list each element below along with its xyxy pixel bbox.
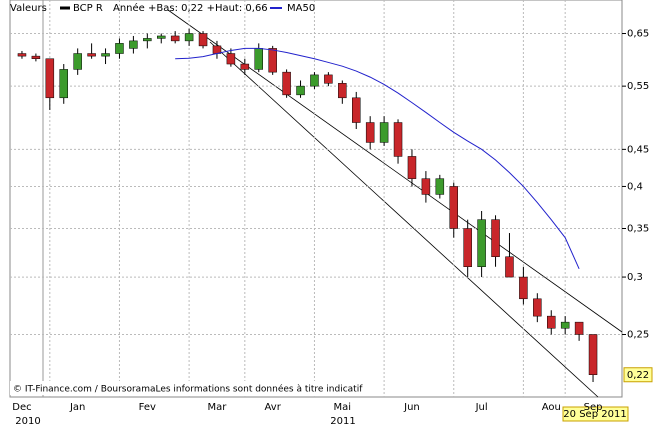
candle-body xyxy=(143,38,152,42)
candle-body xyxy=(407,156,417,179)
candle-body xyxy=(101,53,110,57)
x-tick-label: Sep xyxy=(584,402,603,413)
last-value-label: 0,22 xyxy=(627,370,649,381)
candle-body xyxy=(393,122,403,157)
candle-body xyxy=(560,321,570,329)
candle-body xyxy=(533,298,542,317)
x-tick-label: Jul xyxy=(475,402,488,413)
candle-body xyxy=(17,53,27,57)
x-tick-label: Aou xyxy=(542,402,561,413)
candle-body xyxy=(463,228,472,267)
candle-body xyxy=(226,53,236,65)
y-tick-label: 0,65 xyxy=(627,29,649,40)
candle-body xyxy=(547,315,556,329)
y-tick-label: 0,55 xyxy=(627,81,649,92)
candle-body xyxy=(365,122,375,143)
footer: © IT-Finance.com / BoursoramaLes informa… xyxy=(13,384,363,395)
annotation: Année +Bas: 0,22 +Haut: 0,66 xyxy=(113,2,268,14)
candle-body xyxy=(519,276,528,300)
candle-body xyxy=(31,55,41,59)
candle-body xyxy=(477,219,486,267)
x-tick-label: Jun xyxy=(403,402,420,413)
candle-body xyxy=(184,33,194,42)
candle-body xyxy=(505,256,514,278)
x-tick-label: Dec xyxy=(12,402,31,413)
last-value-badge xyxy=(623,367,653,383)
candle-body xyxy=(296,85,305,96)
candle-body xyxy=(212,45,222,54)
candle-body xyxy=(115,43,124,54)
candle-body xyxy=(435,178,445,195)
candle-body xyxy=(338,83,347,99)
y-tick-label: 0,45 xyxy=(627,144,649,155)
x-tick-label: Avr xyxy=(265,402,282,413)
panel-label: Valeurs xyxy=(10,3,47,14)
candle-body xyxy=(491,219,500,257)
candle-body xyxy=(282,71,291,96)
x-tick-label: Mar xyxy=(208,402,228,413)
y-tick-label: 0,35 xyxy=(627,224,649,235)
year-label: 2010 xyxy=(15,416,40,427)
candle-body xyxy=(324,74,333,84)
y-tick-label: 0,25 xyxy=(627,329,649,340)
candle-body xyxy=(87,53,96,57)
candle-body xyxy=(379,122,389,143)
date-badge-text: 20 Sep 2011 xyxy=(563,409,626,420)
x-tick-label: Mai xyxy=(334,402,352,413)
candle-body xyxy=(198,33,208,47)
x-tick-label: Jan xyxy=(69,402,85,413)
footer-bg xyxy=(10,381,372,395)
channel-line xyxy=(209,41,599,398)
candle-body xyxy=(240,63,250,70)
candle-body xyxy=(157,35,166,39)
candle-body xyxy=(254,48,263,70)
date-badge xyxy=(562,406,629,422)
channel-line xyxy=(167,9,623,333)
candle-body xyxy=(268,48,277,73)
candle-body xyxy=(45,58,55,99)
x-tick-label: Fev xyxy=(139,402,156,413)
candle-body xyxy=(352,97,361,123)
y-tick-label: 0,3 xyxy=(627,272,643,283)
marks xyxy=(10,0,622,397)
candle-body xyxy=(588,334,598,376)
plot-frame xyxy=(9,0,623,398)
legend-entry: MA50 xyxy=(287,3,315,14)
year-label: 2011 xyxy=(330,416,355,427)
candle-body xyxy=(73,53,82,70)
candle-body xyxy=(574,321,584,335)
candle-body xyxy=(170,35,180,42)
candle-body xyxy=(59,69,68,99)
candle-body xyxy=(129,40,138,49)
candle-body xyxy=(421,178,431,195)
y-tick-label: 0,4 xyxy=(627,181,643,192)
candle-body xyxy=(449,186,458,229)
ma-line xyxy=(175,47,580,269)
candle-body xyxy=(310,74,319,87)
legend-entry: BCP R xyxy=(73,3,103,14)
